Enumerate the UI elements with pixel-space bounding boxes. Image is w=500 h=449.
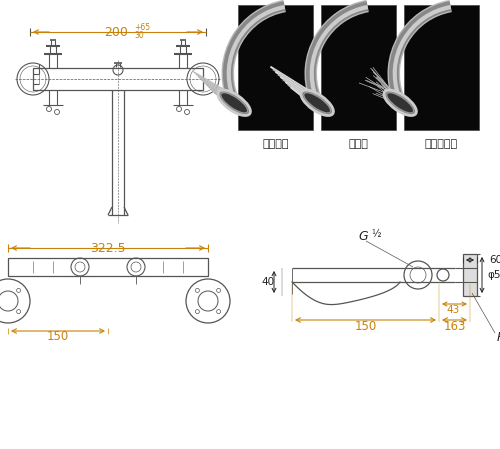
Text: マッサージ: マッサージ	[425, 139, 458, 149]
Bar	[238, 5, 313, 130]
Text: G: G	[358, 230, 368, 243]
Text: φ56: φ56	[487, 270, 500, 280]
Text: ソフト: ソフト	[348, 139, 368, 149]
Text: 163: 163	[444, 320, 466, 333]
Text: 150: 150	[354, 320, 376, 333]
Text: 40: 40	[262, 277, 274, 287]
Ellipse shape	[385, 91, 416, 114]
Ellipse shape	[220, 92, 248, 113]
Bar	[8, 258, 208, 276]
Text: PJ: PJ	[497, 330, 500, 343]
Text: ½: ½	[371, 229, 380, 239]
Ellipse shape	[304, 92, 330, 113]
Text: +65: +65	[134, 23, 150, 32]
Ellipse shape	[302, 91, 332, 114]
Text: 150: 150	[47, 330, 69, 343]
Text: 322.5: 322.5	[90, 242, 126, 255]
Text: 60: 60	[489, 255, 500, 265]
Text: 200: 200	[104, 26, 128, 39]
Text: 43: 43	[446, 305, 460, 315]
Ellipse shape	[386, 92, 413, 113]
Bar	[463, 254, 477, 296]
Text: 30: 30	[134, 31, 144, 40]
Text: シャワー: シャワー	[262, 139, 289, 149]
Bar	[404, 5, 479, 130]
Bar	[321, 5, 396, 130]
Ellipse shape	[219, 91, 250, 114]
Bar	[33, 68, 203, 90]
